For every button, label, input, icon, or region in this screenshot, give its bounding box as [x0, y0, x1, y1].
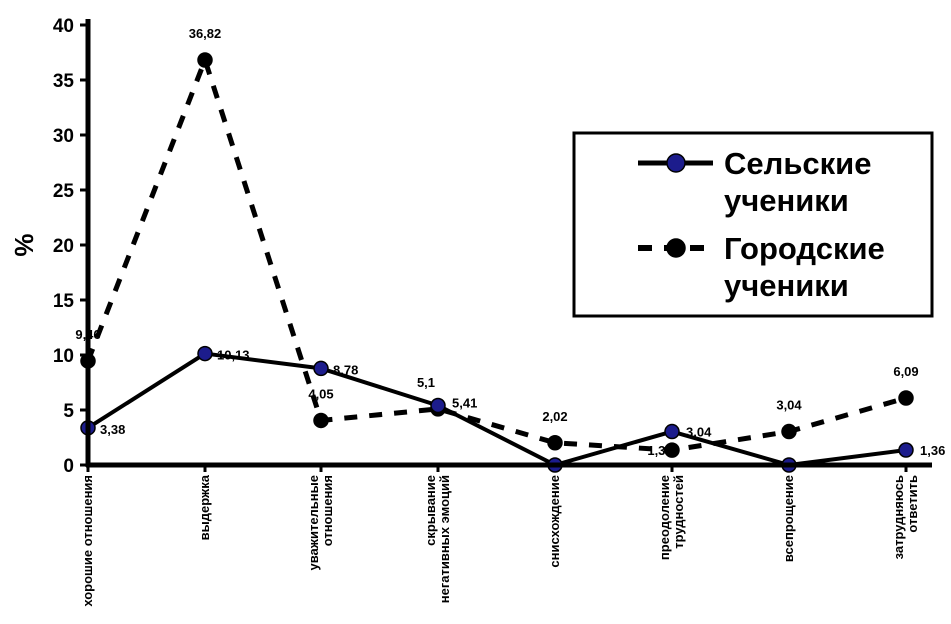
data-labels: 3,3810,138,785,413,041,369,4636,824,055,… [75, 26, 945, 458]
y-tick-label: 35 [53, 71, 75, 92]
data-point-rural [664, 423, 680, 440]
data-label-urban: 36,82 [189, 26, 222, 41]
y-tick-label: 0 [63, 456, 74, 477]
x-category-label: затрудняюсьответить [891, 475, 920, 559]
legend-label-rural: Сельские ученики [724, 146, 871, 218]
x-category-label: хорошие отношения [80, 475, 95, 607]
y-axis-ticks: 0 5 10 15 20 25 30 35 40 [53, 16, 88, 477]
series-line-rural [86, 351, 907, 467]
data-label-urban: 4,05 [308, 386, 333, 401]
data-label-urban: 2,02 [542, 409, 567, 424]
y-tick-label: 15 [53, 291, 75, 312]
y-tick-label: 30 [53, 126, 74, 147]
data-label-rural: 3,04 [686, 425, 712, 440]
data-point-urban [664, 442, 680, 458]
legend-box [572, 131, 934, 318]
legend: Сельские ученики Городские ученики [572, 131, 934, 318]
y-tick-label: 40 [53, 16, 74, 37]
data-point-rural [898, 442, 914, 458]
x-category-label: выдержка [197, 474, 212, 540]
data-point-urban [313, 412, 329, 429]
data-label-rural: 3,38 [100, 422, 125, 437]
data-point-urban [197, 52, 213, 68]
x-category-label: уважительныеотношения [306, 475, 335, 571]
data-point-urban [781, 423, 797, 440]
data-point-rural [430, 397, 446, 414]
data-point-urban [898, 390, 914, 406]
data-label-urban: 6,09 [893, 364, 918, 379]
y-tick-label: 20 [53, 236, 74, 257]
data-label-rural: 1,36 [920, 443, 945, 458]
data-point-rural [197, 345, 213, 362]
y-tick-label: 10 [53, 346, 74, 367]
y-tick-label: 25 [53, 181, 75, 202]
legend-label-urban: Городские ученики [724, 231, 885, 303]
data-label-rural: 5,41 [452, 395, 477, 410]
x-category-label: всепрощение [781, 475, 796, 562]
series-points [80, 52, 914, 473]
data-label-urban: 3,04 [776, 398, 802, 413]
series-line-urban [85, 57, 907, 453]
x-category-label: преодолениетрудностей [657, 475, 686, 560]
x-category-label: снисхождение [547, 475, 562, 568]
data-label-urban: 5,1 [417, 375, 435, 390]
data-label-rural: 10,13 [217, 348, 250, 363]
x-category-label: скрываниенегативных эмоций [423, 475, 452, 603]
legend-marker-urban [666, 238, 686, 258]
x-axis-category-labels: хорошие отношения выдержка уважительныеотн… [80, 465, 920, 607]
series-lines [85, 57, 907, 467]
legend-marker-rural [666, 153, 686, 173]
y-tick-label: 5 [63, 401, 74, 422]
data-point-urban [547, 435, 563, 451]
data-point-rural [313, 360, 329, 377]
data-label-rural: 8,78 [333, 362, 358, 377]
y-axis-title: % [9, 233, 39, 256]
data-label-urban: 1,35 [647, 443, 672, 458]
